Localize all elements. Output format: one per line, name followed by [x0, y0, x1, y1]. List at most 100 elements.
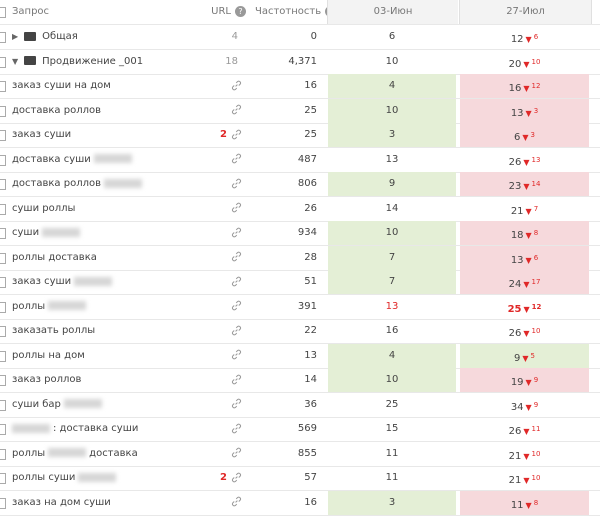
table-row: роллы доставка 28 7 13 ▼ 6 [0, 245, 600, 271]
link-icon[interactable] [231, 251, 242, 263]
checkbox[interactable] [0, 130, 6, 141]
expand-toggle[interactable]: ▶ [12, 32, 19, 41]
query-cell[interactable]: ▶ Общая [12, 25, 78, 49]
url-count: 18 [225, 55, 238, 67]
checkbox[interactable] [0, 473, 6, 484]
position: 21 [508, 475, 522, 486]
date1-cell: 25 [328, 393, 456, 417]
query-cell[interactable]: роллы суши [12, 466, 119, 490]
header-query[interactable]: Запрос [12, 6, 50, 17]
folder-icon [24, 31, 37, 41]
query-cell[interactable]: роллы [12, 295, 89, 319]
checkbox[interactable] [0, 7, 6, 18]
query-cell[interactable]: заказ суши [12, 123, 71, 147]
query-cell[interactable]: ▼ Продвижение _001 [12, 50, 143, 74]
date1-cell: 16 [328, 319, 456, 343]
link-icon[interactable] [231, 398, 242, 410]
link-icon[interactable] [231, 178, 242, 189]
url-cell [160, 442, 246, 466]
position-change: 13 [531, 155, 541, 164]
query-cell[interactable]: : доставка суши [12, 417, 138, 441]
query-text: доставка [89, 447, 138, 459]
query-cell[interactable]: суши [12, 221, 83, 245]
checkbox[interactable] [0, 105, 6, 117]
link-icon[interactable] [231, 129, 242, 140]
query-cell[interactable]: роллы на дом [12, 344, 85, 368]
query-text: заказ на дом суши [12, 496, 111, 508]
query-cell[interactable]: заказ роллов [12, 368, 81, 392]
header-date2[interactable]: 27-Июл [459, 0, 592, 24]
query-cell[interactable]: доставка роллов [12, 172, 145, 196]
query-cell[interactable]: доставка суши [12, 148, 135, 172]
link-icon[interactable] [231, 349, 242, 361]
down-arrow: ▼ [525, 231, 532, 240]
query-cell[interactable]: роллы доставка [12, 246, 97, 270]
header-date1[interactable]: 03-Июн [327, 0, 458, 24]
link-icon[interactable] [231, 104, 242, 116]
query-cell[interactable]: заказать роллы [12, 319, 95, 343]
url-cell [160, 172, 246, 196]
table-row: : доставка суши 569 15 26 ▼ 11 [0, 417, 600, 442]
checkbox[interactable] [0, 277, 6, 288]
link-icon[interactable] [231, 227, 242, 238]
query-cell[interactable]: суши роллы [12, 197, 75, 221]
position: 10 [385, 104, 399, 116]
position-change: 11 [531, 425, 541, 433]
checkbox[interactable] [0, 32, 6, 43]
checkbox[interactable] [0, 399, 6, 411]
checkbox[interactable] [0, 326, 6, 337]
link-icon[interactable] [231, 325, 242, 336]
table-row: роллы суши 2 57 11 21 ▼ 10 [0, 466, 600, 491]
link-icon[interactable] [231, 496, 242, 508]
query-cell[interactable]: заказ суши на дом [12, 74, 111, 98]
checkbox[interactable] [0, 301, 6, 313]
query-cell[interactable]: заказ суши [12, 270, 115, 294]
frequency-cell: 14 [304, 374, 317, 385]
link-icon[interactable] [231, 80, 242, 91]
date2-cell: 9 ▼ 5 [460, 343, 589, 368]
date2-cell: 18 ▼ 8 [460, 221, 589, 245]
checkbox[interactable] [0, 154, 6, 166]
link-icon[interactable] [231, 153, 242, 165]
checkbox[interactable] [0, 497, 6, 509]
down-arrow: ▼ [523, 157, 530, 167]
frequency-cell: 16 [304, 80, 317, 91]
info-icon[interactable]: ? [235, 5, 246, 17]
position: 10 [385, 55, 399, 67]
checkbox[interactable] [0, 350, 6, 362]
masked-text [48, 301, 87, 310]
checkbox[interactable] [0, 375, 6, 386]
link-icon[interactable] [231, 300, 242, 312]
position: 13 [510, 254, 524, 266]
checkbox[interactable] [0, 179, 6, 190]
checkbox[interactable] [0, 81, 6, 92]
position: 11 [385, 447, 399, 459]
expand-toggle[interactable]: ▼ [12, 56, 19, 66]
link-icon[interactable] [231, 447, 242, 459]
link-icon[interactable] [231, 202, 242, 214]
checkbox[interactable] [0, 203, 6, 215]
date1-cell: 7 [328, 245, 456, 270]
query-cell[interactable]: роллы доставка [12, 442, 138, 466]
query-cell[interactable]: заказ на дом суши [12, 491, 111, 515]
checkbox[interactable] [0, 228, 6, 239]
date2-cell: 12 ▼ 6 [460, 25, 589, 49]
link-icon[interactable] [231, 276, 242, 287]
query-cell[interactable]: доставка роллов [12, 99, 101, 123]
position: 3 [388, 496, 396, 508]
header-url[interactable]: URL? [160, 0, 246, 24]
position: 10 [385, 227, 399, 238]
link-icon[interactable] [231, 472, 242, 483]
position: 26 [508, 426, 522, 437]
frequency-cell: 934 [297, 227, 317, 238]
link-icon[interactable] [231, 374, 242, 385]
header-frequency[interactable]: Частотность? [255, 0, 337, 24]
query-text: заказ суши [12, 129, 72, 140]
link-icon[interactable] [231, 423, 242, 434]
checkbox[interactable] [0, 448, 6, 460]
query-cell[interactable]: суши бар [12, 393, 105, 417]
checkbox[interactable] [0, 56, 6, 68]
header-url-text: URL [211, 6, 231, 17]
checkbox[interactable] [0, 252, 6, 264]
checkbox[interactable] [0, 424, 6, 435]
